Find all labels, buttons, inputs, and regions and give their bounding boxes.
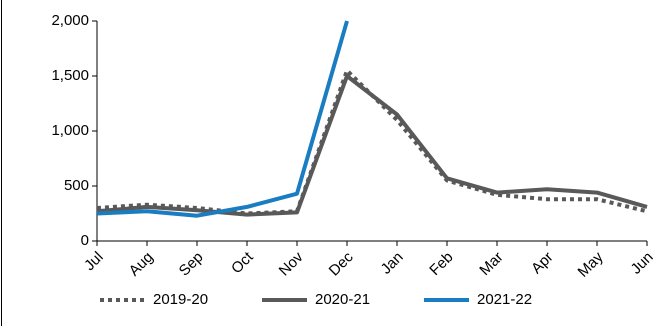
legend-label: 2020-21 bbox=[315, 291, 370, 308]
series-line bbox=[96, 20, 349, 218]
series-line bbox=[96, 74, 648, 217]
legend-label: 2019-20 bbox=[153, 291, 208, 308]
y-tick-label: 1,000 bbox=[51, 122, 89, 139]
y-tick-label: 1,500 bbox=[51, 67, 89, 84]
legend-label: 2021-22 bbox=[477, 291, 532, 308]
y-tick-label: 0 bbox=[81, 232, 89, 249]
y-tick-label: 500 bbox=[64, 177, 89, 194]
y-tick-label: 2,000 bbox=[51, 12, 89, 29]
